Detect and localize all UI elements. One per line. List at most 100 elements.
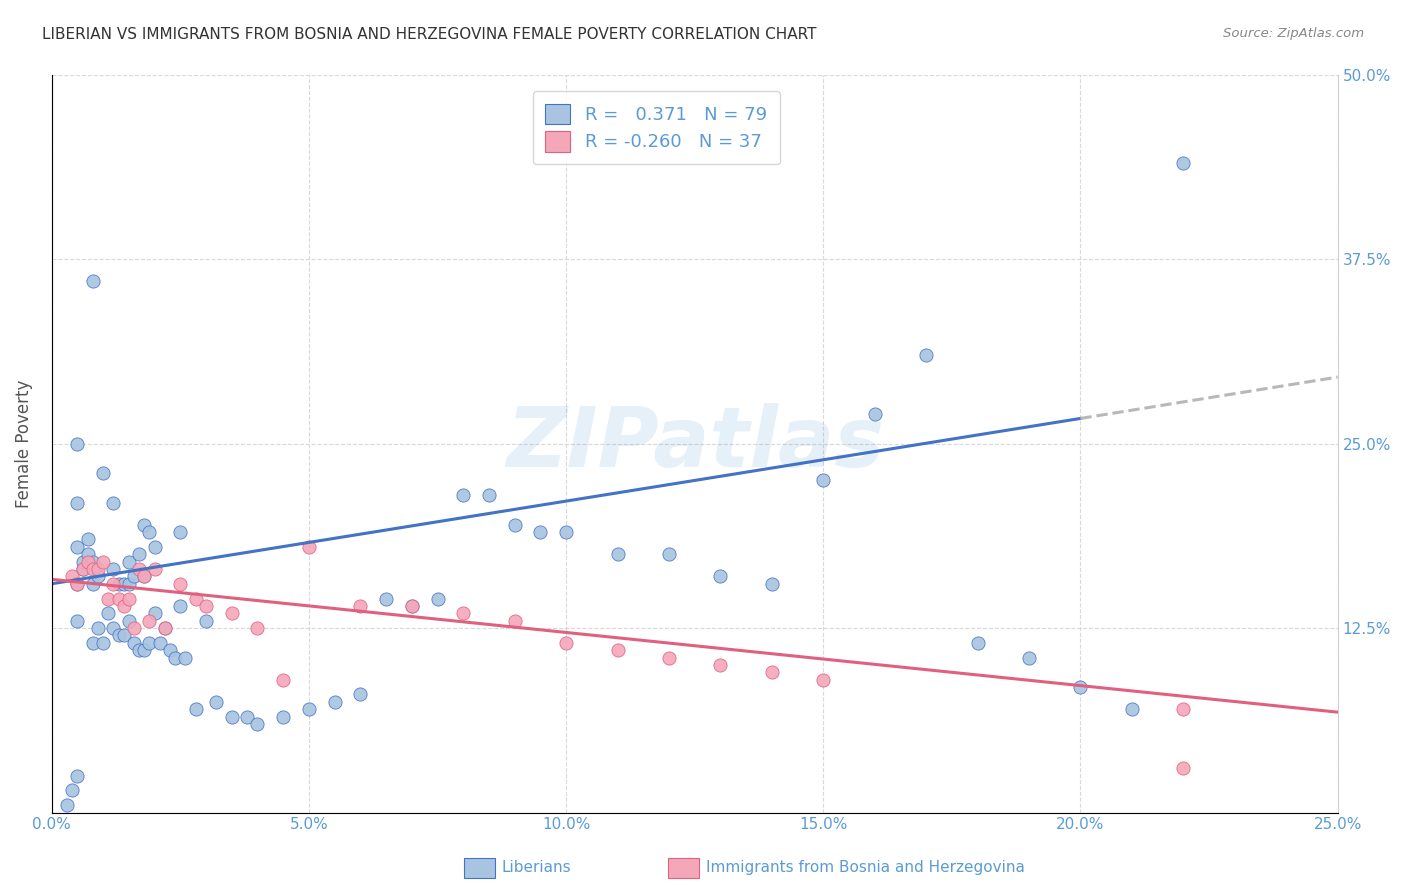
- Point: [82, 636, 104, 650]
- Point: [143, 540, 166, 554]
- Point: [174, 650, 197, 665]
- Point: [401, 599, 423, 613]
- Point: [246, 621, 269, 635]
- Point: [66, 436, 89, 450]
- Point: [91, 555, 114, 569]
- Point: [246, 717, 269, 731]
- Point: [60, 569, 83, 583]
- Point: [72, 562, 94, 576]
- Text: ZIPatlas: ZIPatlas: [506, 403, 883, 484]
- Point: [298, 702, 321, 716]
- Point: [56, 798, 79, 813]
- Point: [205, 695, 228, 709]
- Point: [82, 555, 104, 569]
- Point: [159, 643, 181, 657]
- Point: [66, 495, 89, 509]
- Point: [134, 569, 156, 583]
- Point: [107, 576, 129, 591]
- Point: [375, 591, 398, 606]
- Point: [221, 607, 243, 621]
- Text: Liberians: Liberians: [502, 861, 572, 875]
- Point: [118, 614, 141, 628]
- Point: [761, 665, 783, 680]
- Point: [87, 569, 110, 583]
- Point: [138, 525, 160, 540]
- Point: [66, 769, 89, 783]
- Point: [97, 591, 120, 606]
- Point: [153, 621, 176, 635]
- Point: [76, 533, 98, 547]
- Point: [91, 466, 114, 480]
- Point: [184, 702, 207, 716]
- Point: [122, 636, 145, 650]
- Point: [138, 636, 160, 650]
- Point: [82, 274, 104, 288]
- Point: [87, 562, 110, 576]
- Text: Source: ZipAtlas.com: Source: ZipAtlas.com: [1223, 27, 1364, 40]
- Point: [118, 555, 141, 569]
- Point: [66, 614, 89, 628]
- Point: [555, 636, 578, 650]
- Point: [103, 562, 125, 576]
- Point: [82, 562, 104, 576]
- Point: [813, 474, 835, 488]
- Y-axis label: Female Poverty: Female Poverty: [15, 379, 32, 508]
- Point: [143, 607, 166, 621]
- Text: LIBERIAN VS IMMIGRANTS FROM BOSNIA AND HERZEGOVINA FEMALE POVERTY CORRELATION CH: LIBERIAN VS IMMIGRANTS FROM BOSNIA AND H…: [42, 27, 817, 42]
- Point: [298, 540, 321, 554]
- Point: [134, 569, 156, 583]
- Point: [709, 657, 731, 672]
- Point: [138, 614, 160, 628]
- Point: [426, 591, 449, 606]
- Point: [112, 576, 135, 591]
- Point: [153, 621, 176, 635]
- Point: [221, 709, 243, 723]
- Point: [72, 562, 94, 576]
- Point: [1173, 702, 1195, 716]
- Point: [478, 488, 501, 502]
- Point: [66, 576, 89, 591]
- Point: [66, 540, 89, 554]
- Point: [555, 525, 578, 540]
- Point: [1173, 761, 1195, 775]
- Point: [401, 599, 423, 613]
- Point: [451, 607, 474, 621]
- Point: [118, 576, 141, 591]
- Point: [122, 569, 145, 583]
- Point: [97, 607, 120, 621]
- Point: [271, 709, 294, 723]
- Point: [1173, 156, 1195, 170]
- Point: [915, 348, 938, 362]
- Point: [271, 673, 294, 687]
- Point: [658, 650, 681, 665]
- Point: [349, 599, 371, 613]
- Point: [323, 695, 346, 709]
- Point: [184, 591, 207, 606]
- Point: [195, 614, 218, 628]
- Point: [503, 517, 526, 532]
- Point: [658, 547, 681, 561]
- Point: [606, 547, 628, 561]
- Point: [112, 628, 135, 642]
- Point: [606, 643, 628, 657]
- Point: [1069, 680, 1091, 694]
- Point: [82, 576, 104, 591]
- Point: [169, 599, 191, 613]
- Legend: R =   0.371   N = 79, R = -0.260   N = 37: R = 0.371 N = 79, R = -0.260 N = 37: [533, 91, 780, 164]
- Point: [128, 562, 150, 576]
- Point: [761, 576, 783, 591]
- Point: [709, 569, 731, 583]
- Point: [76, 555, 98, 569]
- Point: [451, 488, 474, 502]
- Point: [1018, 650, 1040, 665]
- Point: [195, 599, 218, 613]
- Point: [169, 576, 191, 591]
- Point: [112, 599, 135, 613]
- Point: [966, 636, 988, 650]
- Point: [66, 576, 89, 591]
- Point: [1121, 702, 1143, 716]
- Point: [107, 628, 129, 642]
- Point: [72, 555, 94, 569]
- Point: [349, 688, 371, 702]
- Point: [165, 650, 187, 665]
